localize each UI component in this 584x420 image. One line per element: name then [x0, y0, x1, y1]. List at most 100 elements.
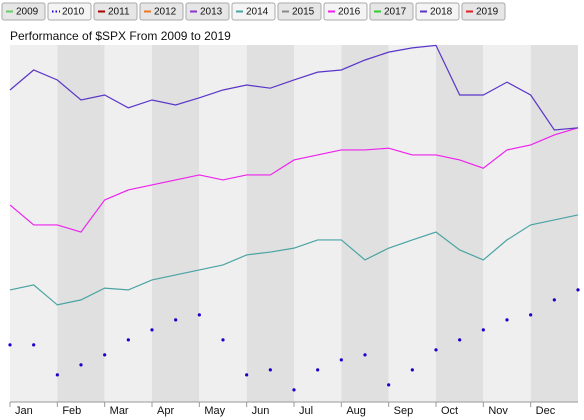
data-point [410, 368, 414, 372]
legend-swatch [6, 10, 13, 13]
legend-label: 2011 [108, 7, 130, 18]
legend-button[interactable] [93, 2, 138, 21]
legend-swatch [98, 10, 105, 13]
x-axis: Jan Feb Mar Apr May Jun Jul Aug Sep Oct Nov Dec [9, 401, 578, 417]
legend-button[interactable] [277, 2, 322, 21]
data-point [316, 368, 320, 372]
month-band [436, 45, 484, 402]
x-tick-label: Jan [15, 405, 33, 417]
month-band [199, 45, 247, 402]
data-point [387, 383, 391, 387]
legend-label: 2014 [246, 7, 269, 18]
series-line [9, 44, 579, 131]
x-tick-label: Apr [157, 405, 174, 417]
x-tick-label: Feb [62, 405, 81, 417]
legend-button[interactable] [1, 2, 46, 21]
month-band [10, 45, 58, 402]
month-band [483, 45, 531, 402]
legend-button[interactable] [415, 2, 460, 21]
legend-label: 2016 [338, 7, 361, 18]
legend-label: 2017 [384, 7, 407, 18]
x-tick-label: Sep [394, 405, 414, 417]
legend-item[interactable]: 2014 [231, 2, 276, 21]
legend-button[interactable] [369, 2, 414, 21]
chart-title: Performance of $SPX From 2009 to 2019 [10, 29, 231, 43]
month-band [388, 45, 436, 402]
legend-button[interactable] [323, 2, 368, 21]
legend-label: 2018 [430, 7, 453, 18]
legend-item[interactable]: 2019 [461, 2, 506, 21]
month-band [341, 45, 389, 402]
month-bands [10, 45, 578, 402]
legend-item[interactable]: 2009 [1, 2, 46, 21]
legend-button[interactable] [185, 2, 230, 21]
series-line [9, 214, 579, 306]
legend-swatch [144, 10, 151, 13]
month-band [246, 45, 294, 402]
x-tick-label: Jul [299, 405, 313, 417]
data-point [8, 343, 12, 347]
legend-item[interactable]: 2012 [139, 2, 184, 21]
legend-swatch [420, 10, 427, 13]
legend-label: 2013 [200, 7, 223, 18]
legend-item[interactable]: 2011 [93, 2, 138, 21]
legend-item[interactable]: 2010 [47, 2, 92, 21]
legend-label: 2010 [62, 7, 85, 18]
data-point [268, 368, 272, 372]
legend-label: 2019 [476, 7, 499, 18]
month-band [294, 45, 342, 402]
data-point [363, 353, 367, 357]
month-band [152, 45, 200, 402]
data-point [221, 338, 225, 342]
data-point [103, 353, 107, 357]
legend-swatch [328, 10, 335, 13]
legend-label: 2012 [154, 7, 177, 18]
plot [8, 44, 580, 392]
x-tick-label: Mar [110, 405, 129, 417]
x-tick-label: Nov [488, 405, 508, 417]
series-line [9, 127, 579, 233]
legend-item[interactable]: 2015 [277, 2, 322, 21]
legend-button[interactable] [231, 2, 276, 21]
data-point [458, 338, 462, 342]
data-point [434, 348, 438, 352]
data-point [197, 313, 201, 317]
legend-swatch [374, 10, 381, 13]
legend-button[interactable] [139, 2, 184, 21]
legend-button[interactable] [47, 2, 92, 21]
legend-swatch [282, 10, 289, 13]
data-point [505, 318, 509, 322]
x-tick-label: Jun [252, 405, 270, 417]
legend-item[interactable]: 2016 [323, 2, 368, 21]
data-point [339, 358, 343, 362]
legend-item[interactable]: 2018 [415, 2, 460, 21]
legend-button[interactable] [461, 2, 506, 21]
data-point [245, 373, 249, 377]
legend-item[interactable]: 2017 [369, 2, 414, 21]
legend: 2009 2010 2011 2012 2013 2014 2015 2016 2017 2018… [1, 2, 506, 21]
data-point [576, 288, 580, 292]
data-point [150, 328, 154, 332]
month-band [57, 45, 105, 402]
data-point [174, 318, 178, 322]
data-point [529, 313, 533, 317]
data-point [79, 363, 83, 367]
data-point [292, 388, 296, 392]
month-band [104, 45, 152, 402]
data-point [552, 298, 556, 302]
x-tick-label: Oct [441, 405, 458, 417]
legend-label: 2015 [292, 7, 315, 18]
legend-item[interactable]: 2013 [185, 2, 230, 21]
x-tick-label: Dec [536, 405, 556, 417]
data-point [32, 343, 36, 347]
legend-swatch [466, 10, 473, 13]
legend-swatch [236, 10, 243, 13]
x-tick-label: May [204, 405, 225, 417]
data-point [126, 338, 130, 342]
legend-swatch [190, 10, 197, 13]
legend-label: 2009 [16, 7, 39, 18]
x-tick-label: Aug [346, 405, 366, 417]
data-point [481, 328, 485, 332]
data-point [55, 373, 59, 377]
